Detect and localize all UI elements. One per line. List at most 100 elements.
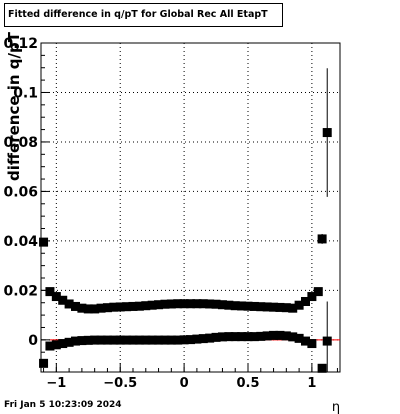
data-point [45, 341, 55, 351]
data-point [205, 299, 215, 309]
y-tick-label: 0.02 [3, 283, 38, 299]
data-point [90, 304, 100, 314]
data-point [224, 300, 234, 310]
data-point [243, 332, 253, 342]
data-point [77, 303, 87, 313]
data-point [217, 300, 227, 310]
data-point [224, 332, 234, 342]
data-point [51, 340, 61, 350]
data-point [64, 299, 74, 309]
data-point [96, 335, 106, 345]
data-point [58, 295, 68, 305]
data-point [288, 332, 298, 342]
data-point [115, 335, 125, 345]
data-point [211, 332, 221, 342]
data-point [256, 331, 266, 341]
y-axis-label: difference in q/pT [5, 31, 23, 181]
data-point [64, 337, 74, 347]
data-point [281, 303, 291, 313]
data-point [58, 339, 68, 349]
data-point [128, 301, 138, 311]
data-point [322, 128, 332, 138]
data-point [179, 335, 189, 345]
data-point [275, 330, 285, 340]
data-point [230, 301, 240, 311]
data-point [115, 302, 125, 312]
data-point [198, 334, 208, 344]
data-point [83, 335, 93, 345]
data-point [154, 300, 164, 310]
data-point [294, 300, 304, 310]
data-point [109, 335, 119, 345]
data-point [317, 363, 327, 373]
data-point [96, 303, 106, 313]
data-point [301, 336, 310, 346]
data-point [288, 303, 298, 313]
data-point [173, 299, 183, 309]
plot-frame [40, 42, 341, 373]
x-axis-label: η [332, 400, 340, 414]
y-tick-label: 0.04 [3, 234, 38, 250]
data-point [230, 332, 240, 342]
data-point [39, 358, 49, 368]
data-point [166, 299, 176, 309]
data-point [275, 302, 285, 312]
data-point [134, 301, 144, 311]
data-point [313, 287, 323, 297]
data-point [166, 335, 176, 345]
data-point [141, 335, 151, 345]
x-tick-label: 0 [180, 376, 189, 391]
data-point [154, 335, 164, 345]
data-point [256, 302, 266, 312]
x-tick-label: −0.5 [103, 376, 137, 391]
data-point [237, 332, 247, 342]
data-point [281, 331, 291, 341]
data-point [122, 302, 132, 312]
data-point [141, 301, 151, 311]
data-point [307, 339, 317, 349]
data-point [39, 237, 49, 247]
data-point [147, 335, 157, 345]
data-point [186, 335, 195, 345]
data-points [39, 68, 332, 373]
data-point [237, 301, 247, 311]
data-point [77, 336, 87, 346]
y-tick-label: 0.06 [3, 184, 38, 200]
data-point [128, 335, 138, 345]
data-point [198, 299, 208, 309]
data-point [262, 331, 272, 341]
data-point [102, 303, 112, 313]
data-point [102, 335, 112, 345]
x-tick-label: 0.5 [236, 376, 259, 391]
x-tick-label: 1 [307, 376, 316, 391]
grid [41, 42, 340, 372]
data-point [122, 335, 132, 345]
data-point [205, 333, 215, 343]
y-tick-label: 0.1 [13, 85, 38, 101]
y-tick-label: 0.12 [3, 36, 38, 52]
data-point [83, 304, 93, 314]
y-tick-label: 0 [28, 333, 38, 349]
data-point [179, 299, 189, 309]
data-point [160, 335, 170, 345]
data-point [186, 299, 195, 309]
data-point [160, 299, 170, 309]
data-point [71, 336, 80, 346]
data-point [173, 335, 183, 345]
data-point [192, 334, 202, 344]
tick-labels: −1 −0.5 0 0.5 1 0 0.02 0.04 0.06 0.08 0.1 0.12 [3, 36, 316, 391]
data-point [211, 299, 221, 309]
data-point [307, 292, 317, 302]
data-point [269, 330, 279, 340]
chart-title: Fitted difference in q/pT for Global Rec… [4, 3, 283, 27]
data-point [322, 336, 332, 346]
data-point [45, 287, 55, 297]
data-point [294, 333, 304, 343]
data-point [243, 301, 253, 311]
data-point [90, 335, 100, 345]
data-point [217, 332, 227, 342]
y-tick-label: 0.08 [3, 135, 38, 151]
data-point [147, 300, 157, 310]
data-point [269, 302, 279, 312]
